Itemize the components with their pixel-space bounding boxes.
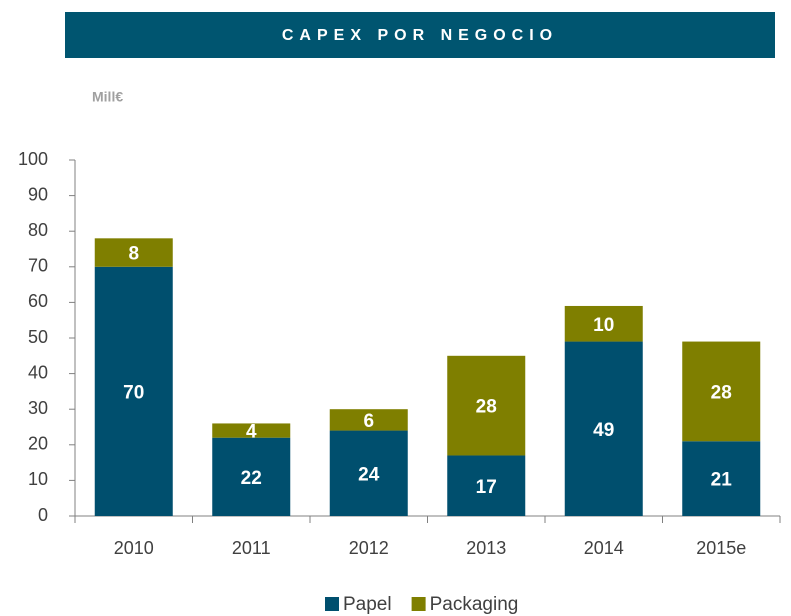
bar-segment: [94, 266, 173, 516]
value-label: 10: [593, 315, 614, 336]
x-tick-label: 2012: [349, 538, 389, 558]
bar-segment: [447, 455, 526, 516]
bar-segment: [682, 341, 761, 442]
value-label: 21: [711, 470, 733, 491]
bar-segment: [564, 341, 643, 516]
y-tick-label: 80: [28, 220, 48, 240]
y-tick-label: 40: [28, 362, 48, 382]
y-tick-label: 50: [28, 327, 48, 347]
y-tick-label: 0: [38, 505, 48, 525]
legend-swatch: [325, 597, 339, 611]
value-label: 17: [476, 477, 497, 498]
bar-segment: [94, 238, 173, 267]
value-label: 49: [593, 420, 614, 441]
value-label: 4: [246, 422, 257, 443]
bar-segment: [447, 355, 526, 456]
legend-swatch: [411, 597, 426, 611]
value-label: 24: [358, 464, 380, 485]
value-label: 28: [711, 382, 732, 403]
y-tick-label: 100: [18, 149, 48, 169]
y-tick-label: 10: [28, 469, 48, 489]
title-banner: [65, 12, 775, 58]
x-tick-label: 2013: [466, 538, 506, 558]
chart-title: CAPEX POR NEGOCIO: [282, 27, 558, 44]
bar-segment: [329, 409, 408, 431]
y-tick-label: 70: [28, 256, 48, 276]
bar-segment: [212, 423, 291, 438]
x-tick-label: 2014: [584, 538, 624, 558]
value-label: 6: [363, 411, 374, 432]
y-tick-label: 60: [28, 291, 48, 311]
value-label: 22: [241, 468, 262, 489]
bar-segment: [682, 441, 761, 516]
value-label: 28: [476, 397, 497, 418]
value-label: 8: [128, 244, 139, 265]
y-tick-label: 90: [28, 184, 48, 204]
bar-segment: [564, 305, 643, 342]
legend-label: Packaging: [430, 594, 519, 615]
y-tick-label: 20: [28, 434, 48, 454]
x-tick-label: 2011: [232, 538, 271, 558]
value-label: 70: [123, 382, 144, 403]
unit-label: Mill€: [92, 89, 123, 105]
bar-segment: [329, 430, 408, 516]
x-tick-label: 2015e: [696, 538, 746, 558]
x-tick-label: 2010: [114, 538, 154, 558]
y-tick-label: 30: [28, 398, 48, 418]
bar-segment: [212, 437, 291, 516]
legend-label: Papel: [343, 594, 392, 615]
